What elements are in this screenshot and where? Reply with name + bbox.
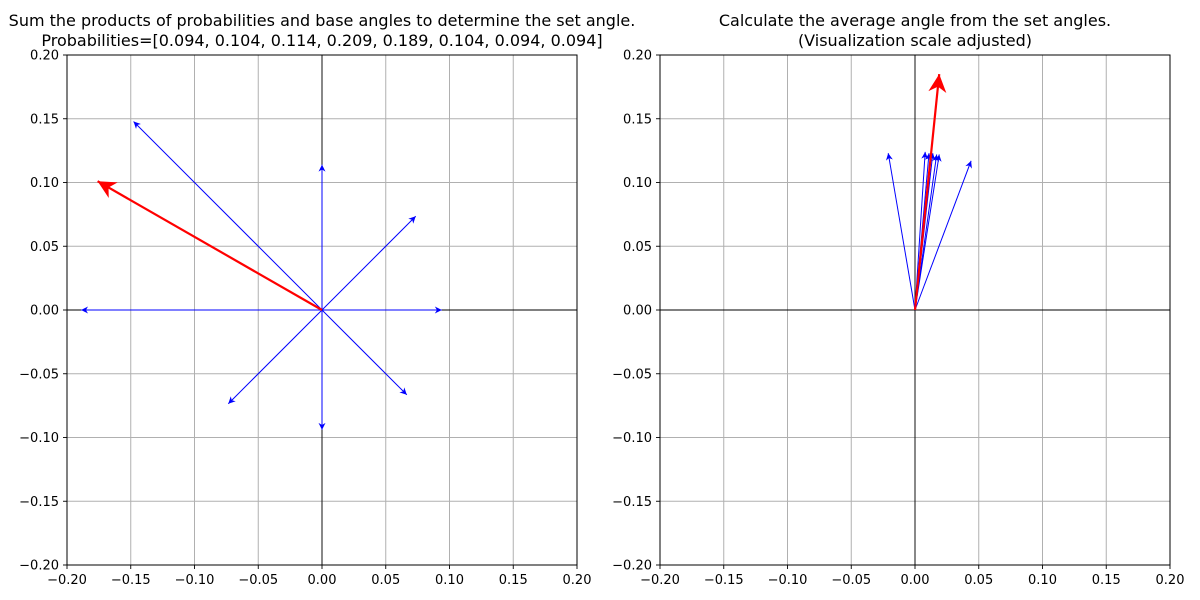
right-vectors — [885, 74, 972, 311]
left-title-line-2: Probabilities=[0.094, 0.104, 0.114, 0.20… — [41, 31, 602, 50]
right-x-ticks: −0.20 −0.15 −0.10 −0.05 0.00 0.05 0.10 0.15 0.20 — [640, 565, 1184, 588]
right-result-arrow-0 — [913, 74, 947, 311]
left-x-tick-label-3: −0.05 — [238, 573, 278, 588]
left-x-tick-label-7: 0.15 — [499, 573, 528, 588]
left-x-tick-label-6: 0.10 — [435, 573, 464, 588]
right-x-tick-label-7: 0.15 — [1092, 573, 1121, 588]
left-y-tick-label-0: −0.20 — [19, 559, 59, 574]
right-title-line-1: Calculate the average angle from the set… — [719, 11, 1111, 30]
right-x-tick-label-5: 0.05 — [964, 573, 993, 588]
left-y-tick-label-8: 0.20 — [30, 49, 59, 64]
left-y-tick-label-3: −0.05 — [19, 367, 59, 382]
left-y-tick-label-4: 0.00 — [30, 304, 59, 319]
left-vector-arrow-5 — [227, 309, 323, 405]
left-y-tick-label-6: 0.10 — [30, 176, 59, 191]
left-vector-arrow-1 — [321, 215, 417, 311]
left-x-tick-label-0: −0.20 — [47, 573, 87, 588]
left-vectors — [81, 121, 442, 430]
right-y-tick-label-5: 0.05 — [623, 240, 652, 255]
left-y-tick-label-1: −0.15 — [19, 495, 59, 510]
left-title-line-1: Sum the products of probabilities and ba… — [9, 11, 636, 30]
right-x-tick-label-6: 0.10 — [1028, 573, 1057, 588]
right-y-tick-label-8: 0.20 — [623, 49, 652, 64]
right-y-tick-label-4: 0.00 — [623, 304, 652, 319]
right-y-tick-label-2: −0.10 — [612, 431, 652, 446]
right-plot: Calculate the average angle from the set… — [612, 11, 1184, 588]
left-x-tick-label-2: −0.10 — [175, 573, 215, 588]
right-x-tick-label-8: 0.20 — [1156, 573, 1185, 588]
left-y-tick-label-5: 0.05 — [30, 240, 59, 255]
left-y-tick-label-2: −0.10 — [19, 431, 59, 446]
left-vector-arrow-3 — [133, 121, 323, 311]
right-x-tick-label-2: −0.10 — [768, 573, 808, 588]
right-y-tick-label-3: −0.05 — [612, 367, 652, 382]
left-vector-arrow-7 — [321, 309, 408, 396]
right-y-tick-label-6: 0.10 — [623, 176, 652, 191]
left-y-tick-label-7: 0.15 — [30, 112, 59, 127]
right-y-ticks: −0.20 −0.15 −0.10 −0.05 0.00 0.05 0.10 0.15 0.20 — [612, 49, 660, 574]
right-vector-arrow-6 — [914, 160, 972, 311]
right-y-tick-label-0: −0.20 — [612, 559, 652, 574]
right-vector-arrow-5 — [914, 154, 942, 311]
right-x-tick-label-4: 0.00 — [901, 573, 930, 588]
right-x-tick-label-0: −0.20 — [640, 573, 680, 588]
right-title-line-2: (Visualization scale adjusted) — [798, 31, 1032, 50]
right-x-tick-label-1: −0.15 — [704, 573, 744, 588]
right-y-tick-label-7: 0.15 — [623, 112, 652, 127]
left-x-tick-label-1: −0.15 — [111, 573, 151, 588]
left-x-ticks: −0.20 −0.15 −0.10 −0.05 0.00 0.05 0.10 0.15 0.20 — [47, 565, 591, 588]
left-x-tick-label-4: 0.00 — [308, 573, 337, 588]
left-plot: Sum the products of probabilities and ba… — [9, 11, 636, 588]
left-y-ticks: −0.20 −0.15 −0.10 −0.05 0.00 0.05 0.10 0.15 0.20 — [19, 49, 67, 574]
right-vector-arrow-0 — [885, 153, 916, 311]
right-y-tick-label-1: −0.15 — [612, 495, 652, 510]
left-result-arrow-0 — [97, 180, 323, 311]
right-x-tick-label-3: −0.05 — [831, 573, 871, 588]
left-x-tick-label-8: 0.20 — [563, 573, 592, 588]
left-x-tick-label-5: 0.05 — [371, 573, 400, 588]
